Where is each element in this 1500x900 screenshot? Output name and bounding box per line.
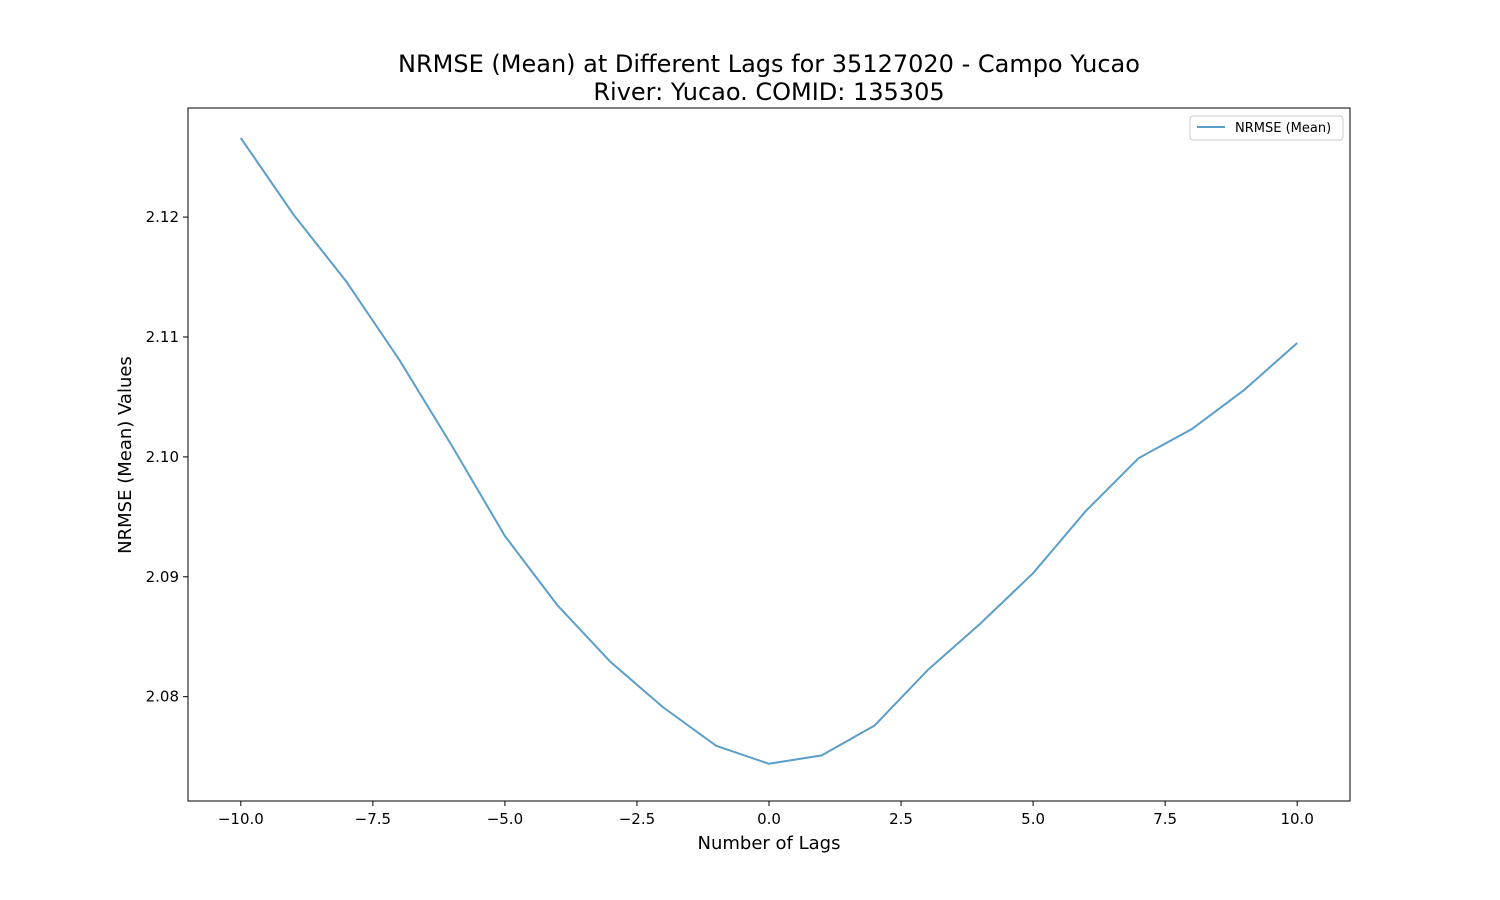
x-axis-label: Number of Lags	[698, 833, 841, 854]
plot-frame	[187, 107, 1351, 802]
y-tick-label: 2.08	[146, 688, 179, 706]
data-point	[557, 605, 559, 607]
x-tick-label: 7.5	[1153, 810, 1177, 828]
data-point	[504, 535, 506, 537]
x-tick-label: 0.0	[757, 810, 781, 828]
data-point	[240, 137, 242, 139]
y-tick-label: 2.10	[146, 448, 179, 466]
x-tick-label: −2.5	[619, 810, 655, 828]
data-point	[1085, 510, 1087, 512]
x-axis: −10.0 −7.5 −5.0 −2.5 0.0 2.5 5.0 7.5 10.0	[218, 801, 1314, 828]
data-point	[874, 725, 876, 727]
legend[interactable]: NRMSE (Mean)	[1189, 115, 1344, 141]
data-point	[821, 754, 823, 756]
data-point	[715, 745, 717, 747]
legend-label: NRMSE (Mean)	[1235, 121, 1331, 136]
legend-box	[1189, 115, 1344, 141]
x-tick-label: −5.0	[487, 810, 523, 828]
chart-subtitle: River: Yucao. COMID: 135305	[593, 78, 944, 106]
x-tick-label: −7.5	[355, 810, 391, 828]
data-point	[1138, 457, 1140, 459]
y-tick-label: 2.11	[146, 328, 179, 346]
data-point	[451, 445, 453, 447]
data-point	[346, 281, 348, 283]
data-point	[768, 763, 770, 765]
data-point	[1032, 572, 1034, 574]
x-tick-label: 5.0	[1021, 810, 1045, 828]
y-axis-label: NRMSE (Mean) Values	[115, 356, 136, 554]
y-tick-label: 2.12	[146, 208, 179, 226]
data-point	[1243, 389, 1245, 391]
series-layer	[239, 137, 1298, 765]
series-line	[239, 137, 1298, 765]
chart-title: NRMSE (Mean) at Different Lags for 35127…	[398, 50, 1140, 78]
y-tick-label: 2.09	[146, 568, 179, 586]
data-point	[662, 707, 664, 709]
data-point	[979, 623, 981, 625]
data-point	[398, 359, 400, 361]
x-tick-label: 10.0	[1280, 810, 1313, 828]
x-tick-label: −10.0	[218, 810, 264, 828]
data-point	[1191, 428, 1193, 430]
data-point	[610, 661, 612, 663]
data-point	[293, 214, 295, 216]
data-point	[927, 669, 929, 671]
x-tick-label: 2.5	[889, 810, 913, 828]
plot-area	[187, 107, 1351, 802]
y-axis: 2.08 2.09 2.10 2.11 2.12	[146, 208, 188, 706]
data-point	[1296, 342, 1298, 344]
